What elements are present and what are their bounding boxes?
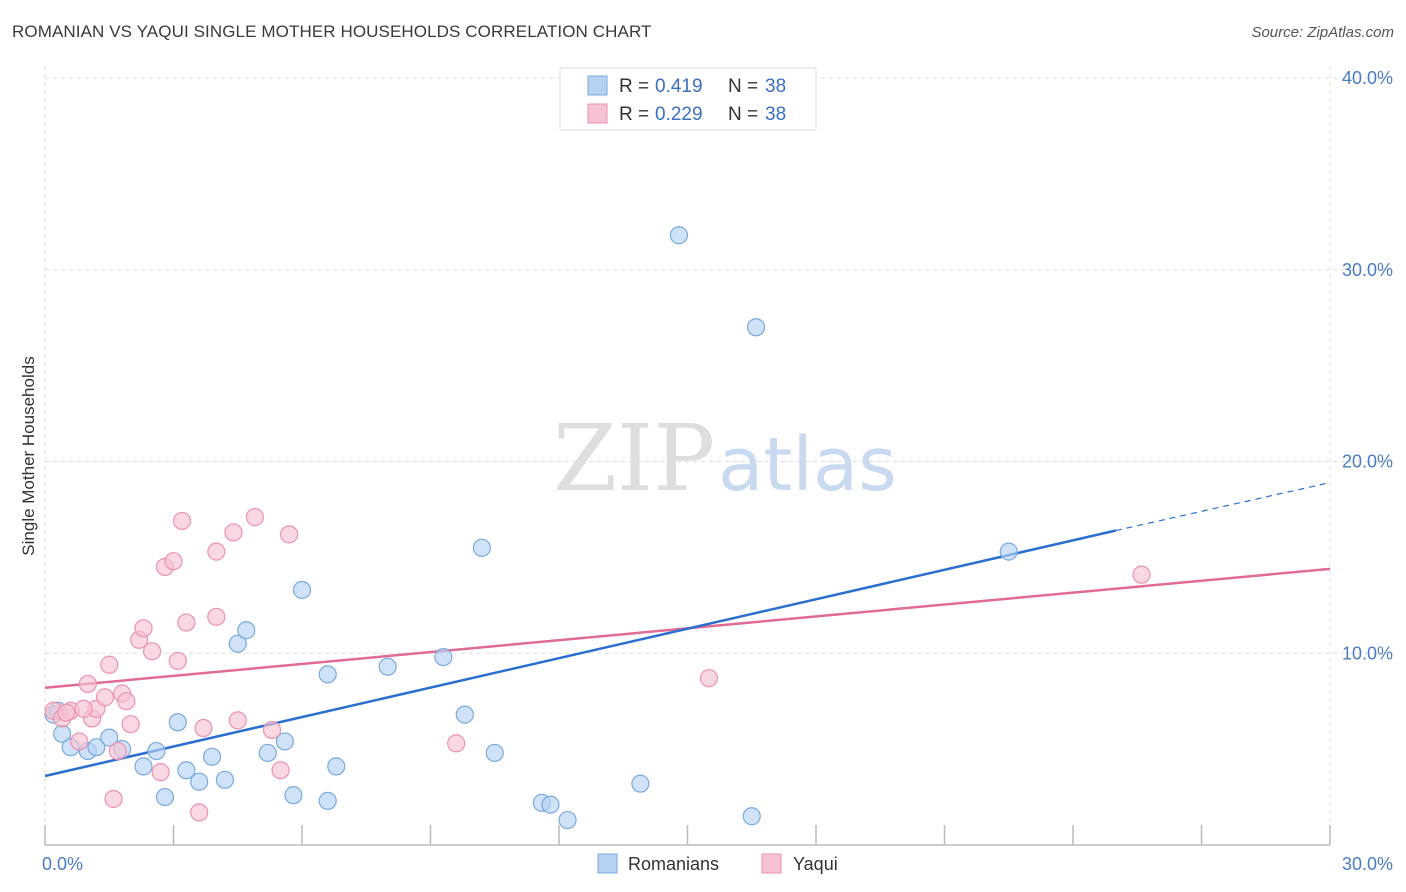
bottom-legend-label-romanians[interactable]: Romanians — [628, 854, 719, 874]
series-legend: Romanians Yaqui — [597, 853, 838, 874]
point-romanians-30 — [541, 795, 560, 814]
point-romanians-18 — [275, 732, 294, 751]
point-yaqui-7 — [95, 688, 115, 707]
point-romanians-7 — [134, 757, 153, 776]
legend-n-value-yaqui: 38 — [765, 104, 786, 125]
legend-r-value-romanians: 0.419 — [655, 76, 703, 97]
point-yaqui-19 — [168, 651, 187, 671]
point-romanians-11 — [177, 761, 196, 780]
y-tick-label-2: 30.0% — [1342, 260, 1393, 280]
point-yaqui-34 — [1132, 565, 1151, 584]
point-yaqui-23 — [194, 718, 213, 738]
point-romanians-23 — [318, 665, 337, 684]
y-tick-label-0: 10.0% — [1342, 643, 1393, 663]
point-yaqui-22 — [190, 803, 209, 822]
point-yaqui-9 — [104, 789, 123, 809]
legend-n-value-romanians: 38 — [765, 76, 786, 97]
point-yaqui-26 — [224, 523, 243, 542]
point-romanians-22 — [327, 757, 346, 776]
point-romanians-21 — [318, 791, 337, 810]
point-romanians-36 — [999, 542, 1018, 561]
point-romanians-34 — [742, 807, 761, 826]
point-yaqui-15 — [142, 642, 162, 661]
bottom-legend-swatch-romanians[interactable] — [597, 853, 618, 874]
point-romanians-35 — [746, 318, 766, 337]
point-yaqui-24 — [207, 542, 226, 561]
point-yaqui-28 — [245, 508, 264, 527]
legend-r-value-yaqui: 0.229 — [655, 104, 703, 125]
point-romanians-9 — [155, 787, 175, 807]
chart-title: ROMANIAN VS YAQUI SINGLE MOTHER HOUSEHOL… — [12, 22, 652, 41]
point-romanians-5 — [100, 728, 119, 747]
point-yaqui-14 — [134, 619, 153, 638]
y-tick-label-1: 20.0% — [1342, 452, 1393, 472]
point-yaqui-8 — [100, 655, 119, 674]
point-romanians-27 — [472, 538, 491, 557]
trend-line-romanians-extension — [1115, 482, 1331, 532]
point-romanians-14 — [215, 770, 234, 789]
x-tick-label-max: 30.0% — [1342, 854, 1393, 874]
point-yaqui-10 — [108, 741, 127, 761]
point-yaqui-31 — [280, 525, 299, 544]
legend-r-label-yaqui: R = — [619, 104, 649, 125]
y-tick-label-3: 40.0% — [1342, 68, 1393, 88]
point-yaqui-25 — [207, 607, 226, 626]
point-yaqui-3 — [70, 732, 89, 751]
point-yaqui-16 — [151, 763, 170, 782]
point-yaqui-29 — [262, 720, 282, 740]
x-tick-label-min: 0.0% — [42, 854, 83, 874]
y-axis-label: Single Mother Households — [19, 356, 38, 555]
point-yaqui-35 — [57, 703, 76, 722]
correlation-legend: R = 0.419 N = 38 R = 0.229 N = 38 — [559, 67, 817, 131]
point-romanians-19 — [284, 786, 303, 805]
y-tick-labels: 10.0% 20.0% 30.0% 40.0% — [1342, 68, 1393, 663]
point-romanians-20 — [292, 580, 312, 600]
point-yaqui-18 — [164, 552, 183, 571]
point-romanians-16 — [237, 621, 256, 640]
point-yaqui-36 — [74, 699, 93, 718]
point-romanians-8 — [147, 741, 166, 761]
point-romanians-15 — [228, 634, 247, 653]
point-yaqui-12 — [117, 692, 136, 711]
point-romanians-4 — [87, 738, 106, 757]
point-yaqui-21 — [177, 613, 196, 632]
point-romanians-13 — [202, 747, 222, 766]
legend-r-label-romanians: R = — [619, 76, 649, 97]
legend-n-label-yaqui: N = — [728, 104, 758, 125]
data-points — [44, 226, 1151, 830]
point-romanians-10 — [168, 713, 187, 732]
point-yaqui-27 — [228, 711, 247, 730]
point-yaqui-20 — [172, 511, 192, 531]
legend-swatch-yaqui — [587, 103, 608, 124]
legend-swatch-romanians — [587, 75, 608, 96]
axes — [44, 825, 1331, 846]
point-yaqui-33 — [699, 669, 719, 688]
point-romanians-12 — [190, 772, 209, 791]
point-romanians-28 — [485, 743, 504, 763]
point-romanians-33 — [669, 226, 689, 245]
point-romanians-24 — [378, 657, 397, 676]
point-yaqui-4 — [78, 674, 97, 694]
trend-lines — [44, 482, 1331, 778]
trend-line-romanians — [44, 529, 1117, 778]
point-romanians-17 — [258, 743, 277, 763]
point-romanians-26 — [455, 705, 474, 724]
bottom-legend-swatch-yaqui[interactable] — [761, 853, 782, 874]
point-romanians-25 — [434, 647, 453, 667]
point-yaqui-30 — [271, 761, 290, 780]
point-yaqui-32 — [447, 734, 466, 753]
x-tick-labels: 0.0% 30.0% — [42, 854, 1393, 874]
point-yaqui-37 — [121, 715, 140, 734]
watermark-zip: ZIP — [553, 405, 715, 512]
bottom-legend-label-yaqui[interactable]: Yaqui — [793, 854, 838, 874]
point-romanians-31 — [558, 810, 577, 830]
point-romanians-32 — [631, 774, 650, 793]
grid-lines — [44, 66, 1390, 845]
legend-n-label-romanians: N = — [728, 76, 758, 97]
watermark-atlas: atlas — [718, 422, 897, 508]
source-credit: Source: ZipAtlas.com — [1251, 24, 1394, 41]
